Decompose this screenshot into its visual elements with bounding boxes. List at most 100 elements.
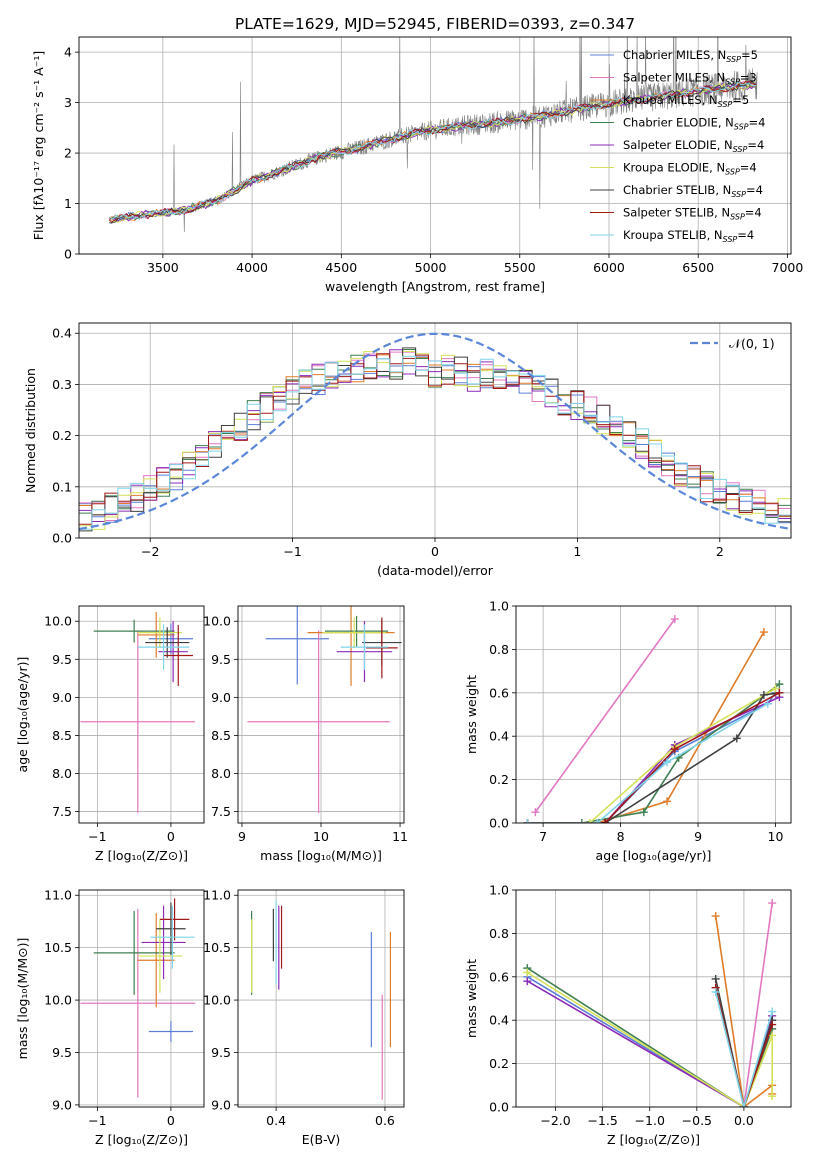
- x-tick-label: 1: [573, 544, 581, 559]
- series-line-chab_stelib: [714, 978, 773, 1107]
- legend-entry-salp_miles: Salpeter MILES, NSSP=3: [623, 71, 757, 87]
- x-tick-label: −0.5: [682, 1113, 712, 1128]
- y-tick-label: 0.0: [489, 816, 509, 831]
- legend-label: Salpeter ELODIE, N: [623, 138, 733, 152]
- errorbar-salp_stelib: [159, 898, 190, 941]
- marker-salp_miles: [531, 808, 540, 817]
- series-line-krou_elodie: [526, 971, 773, 1107]
- x-tick-label: 9: [694, 829, 702, 844]
- legend-entry-krou_stelib: Kroupa STELIB, NSSP=4: [623, 228, 754, 244]
- mass_vs_ebv-panel: 0.4 0.6 9.0 9.5 10.0 10.5 11.0 E(B-V): [203, 888, 405, 1147]
- age_vs_z-frame: [78, 605, 205, 824]
- x-tick-label: 0: [431, 544, 439, 559]
- age_vs_mass-frame: [237, 605, 405, 824]
- legend-subscript: SSP: [725, 78, 740, 87]
- series-line-krou_elodie: [527, 687, 776, 823]
- legend-count: =4: [745, 206, 762, 220]
- y-tick-label: 0.6: [489, 685, 509, 700]
- y-tick-label: 3: [64, 95, 72, 110]
- marker-krou_stelib: [768, 1007, 777, 1016]
- x-tick-label: 7: [539, 829, 547, 844]
- series-krou_elodie: [523, 968, 777, 1107]
- legend-label: Chabrier MILES, N: [623, 48, 726, 62]
- y-tick-label: 1.0: [489, 883, 509, 898]
- marker-salp_miles: [768, 899, 777, 908]
- marker-krou_elodie: [768, 1031, 777, 1040]
- legend-label: Chabrier ELODIE, N: [623, 116, 734, 130]
- legend-entry-chab_miles: Chabrier MILES, NSSP=5: [623, 48, 758, 64]
- residuals-frame: [78, 322, 792, 539]
- y-tick-label: 0.8: [489, 642, 509, 657]
- x-tick-label: 5500: [504, 260, 536, 275]
- x-axis-label: (data-model)/error: [377, 563, 494, 578]
- residual-legend: 𝒩(0, 1): [690, 336, 775, 351]
- y-tick-label: 9.0: [211, 690, 231, 705]
- mass_weight_vs_age-frame: [515, 605, 792, 824]
- y-tick-label: 10.5: [44, 940, 72, 955]
- x-tick-label: 7000: [772, 260, 804, 275]
- series-line-chab_elodie: [527, 683, 780, 823]
- mass_vs_z-panel: −1 0 9.0 9.5 10.0 10.5 11.0 Z [log₁₀(Z/Z⊙)] mass…: [15, 888, 205, 1147]
- errorbar-chab_miles: [148, 1021, 193, 1043]
- y-tick-label: 1: [64, 196, 72, 211]
- x-tick-label: 10: [313, 829, 329, 844]
- x-tick-label: −1: [88, 829, 106, 844]
- x-tick-label: 0: [167, 1113, 175, 1128]
- series-line-krou_stelib: [714, 991, 773, 1107]
- histogram-chab_elodie: [79, 349, 791, 518]
- errorbar-salp_miles: [80, 630, 196, 814]
- y-tick-label: 0.4: [489, 729, 509, 744]
- x-tick-label: 0.6: [375, 1113, 395, 1128]
- y-axis-label: Normed distribution: [23, 368, 38, 493]
- model-spectrum-krou_elodie: [108, 81, 757, 223]
- y-tick-label: 7.5: [52, 804, 72, 819]
- legend-subscript: SSP: [734, 123, 749, 132]
- mass_weight_vs_z-plot-area: [523, 899, 777, 1107]
- marker-chab_stelib: [711, 974, 720, 983]
- series-line-salp_stelib: [527, 692, 780, 823]
- errorbar-krou_elodie: [322, 617, 386, 648]
- mass_vs_z-frame: [78, 889, 205, 1108]
- x-axis-label: age [log₁₀(age/yr)]: [596, 848, 712, 863]
- histogram-krou_stelib: [79, 355, 791, 530]
- spectrum-frame: [78, 36, 792, 255]
- y-tick-label: 0.1: [52, 479, 72, 494]
- y-tick-label: 9.0: [52, 690, 72, 705]
- legend-entry-chab_stelib: Chabrier STELIB, NSSP=4: [623, 183, 763, 199]
- errorbar-chab_miles: [148, 623, 193, 654]
- series-line-chab_elodie: [526, 967, 773, 1107]
- x-tick-label: −1.5: [587, 1113, 617, 1128]
- x-axis-label: Z [log₁₀(Z/Z⊙)]: [95, 848, 188, 863]
- errorbar-krou_miles: [137, 913, 175, 1008]
- mass_vs_z-plot-area: [80, 898, 196, 1098]
- legend-label: Salpeter MILES, N: [623, 71, 725, 85]
- errorbar-chab_stelib: [156, 902, 186, 955]
- errorbar-chab_miles: [265, 606, 329, 685]
- figure-title: PLATE=1629, MJD=52945, FIBERID=0393, z=0…: [235, 15, 635, 33]
- legend-label: Kroupa STELIB, N: [623, 228, 723, 242]
- y-tick-label: 1.0: [489, 599, 509, 614]
- errorbar-salp_miles: [80, 908, 196, 1098]
- x-axis-label: Z [log₁₀(Z/Z⊙)]: [95, 1132, 188, 1147]
- marker-salp_stelib: [768, 1020, 777, 1029]
- y-tick-label: 10.0: [203, 993, 231, 1008]
- y-axis-label: mass [log₁₀(M/M⊙)]: [15, 938, 30, 1060]
- x-tick-label: 4000: [236, 260, 268, 275]
- y-tick-label: 9.0: [211, 1097, 231, 1112]
- x-axis-label: Z [log₁₀(Z/Z⊙)]: [607, 1132, 700, 1147]
- age_vs_mass-plot-area: [247, 606, 402, 814]
- errorbar-krou_elodie: [137, 919, 182, 993]
- y-tick-label: 9.5: [211, 1045, 231, 1060]
- series-line-salp_miles: [743, 902, 773, 1107]
- x-axis-label: E(B-V): [302, 1132, 341, 1147]
- mass_weight_vs_age-panel: 7 8 9 10 0.0 0.2 0.4 0.6 0.8 1.0 age [log₁₀(age/yr…: [464, 599, 792, 863]
- spectrum-panel: 3500 4000 4500 5000 5500 6000 6500 7000 0 1 2 3 4 wav…: [31, 36, 804, 294]
- marker-krou_stelib: [763, 699, 772, 708]
- y-tick-label: 0: [64, 247, 72, 262]
- marker-krou_stelib: [711, 987, 720, 996]
- legend-entry-gaussian: 𝒩(0, 1): [729, 336, 775, 351]
- errorbar-salp_stelib: [163, 625, 193, 686]
- marker-salp_miles: [670, 615, 679, 624]
